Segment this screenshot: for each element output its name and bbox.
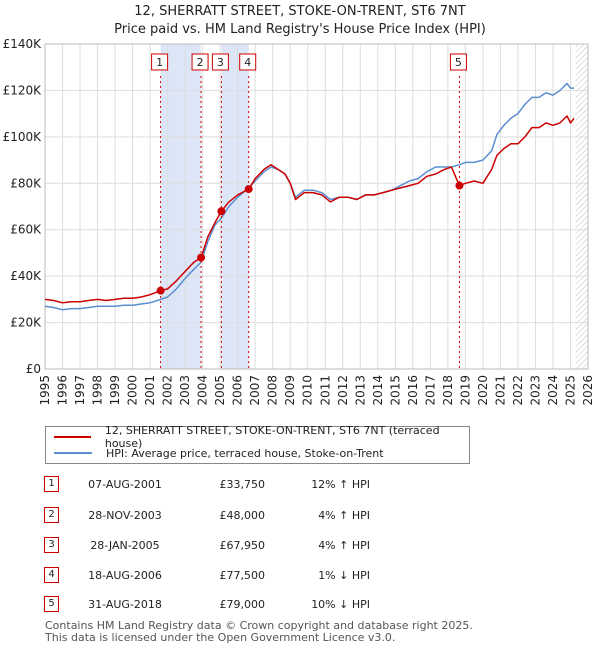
sale-number-badge: 5: [44, 596, 59, 612]
x-tick-label: 2007: [248, 375, 262, 406]
sale-hpi-diff: 10% ↓ HPI: [311, 598, 370, 611]
x-tick-label: 2008: [266, 375, 280, 406]
footer-licence: This data is licensed under the Open Gov…: [45, 631, 396, 644]
x-tick-label: 1996: [56, 375, 70, 406]
y-tick-label: £20K: [10, 316, 42, 330]
sale-row: 3 28-JAN-2005 £67,950 4% ↑ HPI: [0, 537, 600, 555]
sale-number-badge: 3: [44, 537, 59, 553]
sale-number-badge: 4: [44, 567, 59, 583]
y-tick-label: £140K: [3, 37, 43, 51]
shaded-period: [160, 44, 201, 369]
x-tick-label: 2015: [388, 375, 402, 406]
x-tick-label: 2003: [178, 375, 192, 406]
sale-label: 5: [455, 56, 462, 69]
sale-hpi-diff: 4% ↑ HPI: [318, 539, 370, 552]
x-tick-label: 2001: [143, 375, 157, 406]
chart-subtitle: Price paid vs. HM Land Registry's House …: [114, 22, 486, 37]
x-tick-label: 2011: [318, 375, 332, 406]
sale-price: £33,750: [219, 478, 266, 491]
property-price-line: [44, 115, 575, 304]
sale-label: 2: [197, 56, 204, 69]
sale-label: 1: [156, 56, 163, 69]
x-tick-label: 1998: [91, 375, 105, 406]
legend: 12, SHERRATT STREET, STOKE-ON-TRENT, ST6…: [45, 424, 470, 464]
y-tick-label: £60K: [10, 223, 42, 237]
sale-price: £48,000: [219, 509, 266, 522]
sale-date: 28-NOV-2003: [88, 509, 162, 522]
sale-label: 4: [244, 56, 251, 69]
legend-item-property: 12, SHERRATT STREET, STOKE-ON-TRENT, ST6…: [54, 424, 469, 450]
sale-point: [455, 181, 464, 190]
sale-hpi-diff: 12% ↑ HPI: [311, 478, 370, 491]
x-tick-label: 2013: [353, 375, 367, 406]
sale-label-box: [211, 53, 229, 71]
sale-row: 1 07-AUG-2001 £33,750 12% ↑ HPI: [0, 476, 600, 494]
sale-point: [156, 286, 165, 295]
y-tick-label: £100K: [3, 130, 43, 144]
x-tick-label: 2006: [231, 375, 245, 406]
sale-point: [217, 207, 226, 216]
sale-date: 31-AUG-2018: [88, 598, 162, 611]
forecast-hatch: [575, 44, 588, 369]
sale-date: 18-AUG-2006: [88, 569, 162, 582]
x-tick-label: 2004: [196, 375, 210, 406]
sale-number-badge: 1: [44, 476, 59, 492]
plot-border: [44, 43, 589, 370]
x-tick-label: 2014: [371, 375, 385, 406]
sale-row: 5 31-AUG-2018 £79,000 10% ↓ HPI: [0, 596, 600, 614]
y-tick-label: £0: [26, 362, 41, 376]
legend-swatch-property: [54, 436, 91, 438]
sale-label-box: [191, 53, 209, 71]
price-chart: £0 £20K £40K £60K £80K £100K £120K £140K 1995 199…: [3, 37, 595, 406]
sale-price: £79,000: [219, 598, 266, 611]
y-tick-label: £40K: [10, 269, 42, 283]
x-tick-label: 2018: [441, 375, 455, 406]
y-tick-label: £120K: [3, 83, 43, 97]
x-tick-label: 2020: [476, 375, 490, 406]
x-tick-label: 2016: [406, 375, 420, 406]
sale-date: 28-JAN-2005: [90, 539, 160, 552]
sale-label-box: [239, 53, 257, 71]
sale-date: 07-AUG-2001: [88, 478, 162, 491]
x-tick-label: 2019: [458, 375, 472, 406]
x-tick-label: 2022: [511, 375, 525, 406]
x-tick-label: 2021: [493, 375, 507, 406]
x-tick-label: 2002: [161, 375, 175, 406]
sale-point: [197, 253, 206, 262]
footer-copyright: Contains HM Land Registry data © Crown c…: [45, 619, 473, 632]
x-tick-label: 2000: [126, 375, 140, 406]
x-tick-label: 2023: [528, 375, 542, 406]
x-tick-label: 2026: [581, 375, 595, 406]
sale-price: £67,950: [219, 539, 266, 552]
sale-label-box: [151, 53, 169, 71]
x-tick-label: 2005: [213, 375, 227, 406]
x-tick-label: 2017: [423, 375, 437, 406]
footer: Contains HM Land Registry data © Crown c…: [45, 620, 473, 644]
sale-point: [244, 185, 253, 194]
x-tick-label: 2010: [301, 375, 315, 406]
y-tick-label: £80K: [10, 176, 42, 190]
x-tick-label: 2012: [336, 375, 350, 406]
hpi-line: [44, 82, 574, 311]
sale-label-box: [449, 53, 467, 71]
sale-number-badge: 2: [44, 507, 59, 523]
legend-label-property: 12, SHERRATT STREET, STOKE-ON-TRENT, ST6…: [104, 424, 440, 450]
sale-price: £77,500: [219, 569, 266, 582]
sale-hpi-diff: 1% ↓ HPI: [318, 569, 370, 582]
x-tick-label: 2024: [546, 375, 560, 406]
chart-title: 12, SHERRATT STREET, STOKE-ON-TRENT, ST6…: [134, 4, 466, 19]
sale-label: 3: [217, 56, 224, 69]
legend-label-hpi: HPI: Average price, terraced house, Stok…: [106, 446, 384, 460]
plot-area: [45, 44, 588, 369]
x-tick-label: 2009: [283, 375, 297, 406]
sale-row: 4 18-AUG-2006 £77,500 1% ↓ HPI: [0, 567, 600, 585]
legend-swatch-hpi: [54, 452, 92, 454]
sale-row: 2 28-NOV-2003 £48,000 4% ↑ HPI: [0, 507, 600, 525]
x-tick-label: 1997: [73, 375, 87, 406]
x-tick-label: 2025: [563, 375, 577, 406]
x-tick-label: 1999: [108, 375, 122, 406]
sale-hpi-diff: 4% ↑ HPI: [318, 509, 370, 522]
legend-item-hpi: HPI: Average price, terraced house, Stok…: [54, 445, 384, 461]
x-tick-label: 1995: [38, 375, 52, 406]
